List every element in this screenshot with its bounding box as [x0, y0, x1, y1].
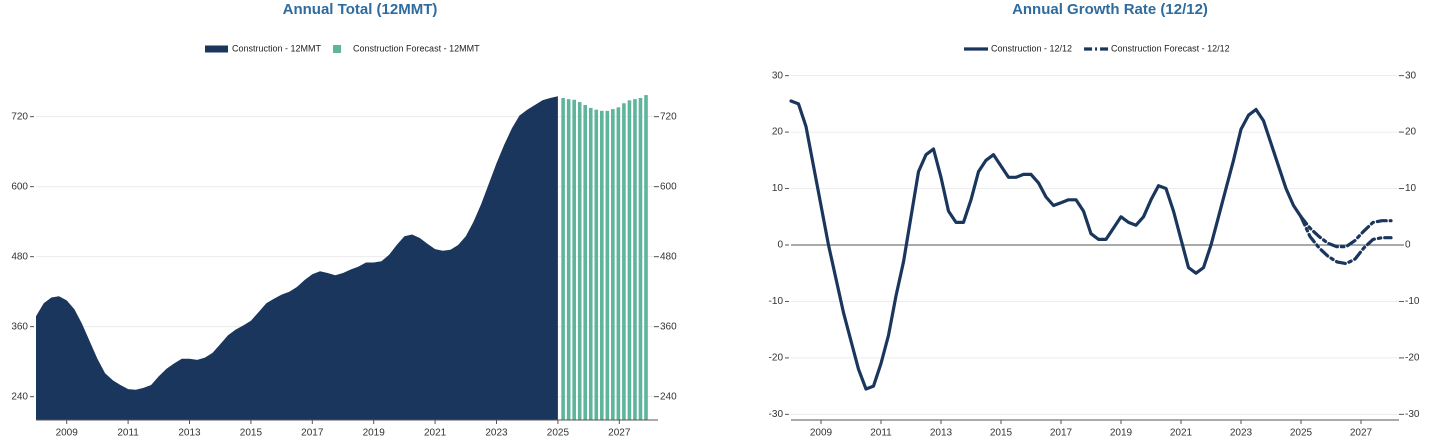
y-tick-label: 360	[11, 321, 28, 332]
bar	[644, 95, 648, 420]
bar	[583, 105, 588, 420]
legend-label: Construction - 12MMT	[232, 43, 322, 53]
x-tick-label: 2021	[424, 428, 447, 439]
y-tick-label: 240	[11, 391, 28, 402]
bar	[594, 109, 599, 421]
y2-tick-label: 0	[1405, 240, 1411, 251]
legend-swatch	[205, 45, 228, 53]
y2-tick-label: 360	[660, 321, 677, 332]
x-tick-label: 2023	[1230, 428, 1253, 439]
x-tick-label: 2023	[485, 428, 508, 439]
line	[789, 99, 1303, 391]
x-tick-label: 2019	[1110, 428, 1133, 439]
y-tick-label: 600	[11, 181, 28, 192]
y2-tick-label: 20	[1405, 127, 1417, 138]
line	[1299, 215, 1393, 249]
x-tick-label: 2011	[117, 428, 139, 439]
x-tick-label: 2025	[1290, 428, 1313, 439]
y2-tick-label: -10	[1405, 296, 1420, 307]
y-tick-label: 720	[11, 111, 28, 122]
y2-tick-label: 600	[660, 181, 677, 192]
y-tick-label: -20	[769, 353, 784, 364]
y2-tick-label: 720	[660, 111, 677, 122]
y-tick-label: 10	[772, 183, 784, 194]
bar	[638, 98, 643, 420]
x-tick-label: 2019	[363, 428, 386, 439]
bar	[577, 102, 582, 420]
chart-title: Annual Total (12MMT)	[283, 1, 438, 18]
bar	[627, 100, 632, 420]
line	[1299, 215, 1393, 266]
legend-label: Construction Forecast - 12/12	[1111, 43, 1230, 53]
y-tick-label: 30	[772, 70, 784, 81]
y-tick-label: 20	[772, 127, 784, 138]
y2-tick-label: 10	[1405, 183, 1417, 194]
x-tick-label: 2009	[56, 428, 79, 439]
bar	[572, 99, 576, 420]
y-tick-label: -10	[769, 296, 784, 307]
area	[36, 96, 558, 421]
y-tick-label: 0	[777, 240, 783, 251]
y2-tick-label: 240	[660, 391, 677, 402]
x-tick-label: 2013	[930, 428, 953, 439]
bar	[600, 110, 604, 420]
bar	[588, 107, 593, 421]
bar	[561, 98, 565, 420]
x-tick-label: 2025	[547, 428, 570, 439]
legend-label: Construction - 12/12	[991, 43, 1072, 53]
chart-title: Annual Growth Rate (12/12)	[1012, 1, 1208, 18]
y2-tick-label: -20	[1405, 353, 1420, 364]
y2-tick-label: 30	[1405, 70, 1417, 81]
x-tick-label: 2015	[990, 428, 1013, 439]
x-tick-label: 2021	[1170, 428, 1193, 439]
y2-tick-label: 480	[660, 251, 677, 262]
x-tick-label: 2015	[240, 428, 263, 439]
bar	[611, 109, 615, 420]
y-tick-label: 480	[11, 251, 28, 262]
bar	[616, 107, 621, 420]
legend-label: Construction Forecast - 12MMT	[353, 43, 480, 53]
y-tick-label: -30	[769, 409, 784, 420]
bar	[633, 99, 637, 421]
x-tick-label: 2017	[1050, 428, 1073, 439]
y2-tick-label: -30	[1405, 409, 1420, 420]
x-tick-label: 2009	[810, 428, 833, 439]
x-tick-label: 2017	[301, 428, 324, 439]
bar	[566, 99, 571, 421]
bar	[605, 110, 610, 420]
x-tick-label: 2027	[608, 428, 631, 439]
legend-swatch	[333, 45, 342, 53]
x-tick-label: 2027	[1350, 428, 1373, 439]
x-tick-label: 2011	[870, 428, 892, 439]
x-tick-label: 2013	[178, 428, 201, 439]
bar	[622, 103, 626, 420]
